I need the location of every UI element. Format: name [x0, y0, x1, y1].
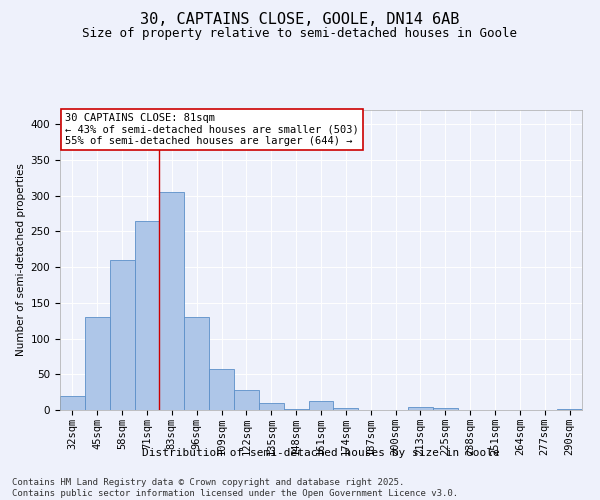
- Text: 30 CAPTAINS CLOSE: 81sqm
← 43% of semi-detached houses are smaller (503)
55% of : 30 CAPTAINS CLOSE: 81sqm ← 43% of semi-d…: [65, 113, 359, 146]
- Bar: [308, 400, 334, 410]
- Bar: [557, 408, 582, 410]
- Bar: [160, 192, 184, 410]
- Bar: [60, 396, 85, 410]
- Text: 30, CAPTAINS CLOSE, GOOLE, DN14 6AB: 30, CAPTAINS CLOSE, GOOLE, DN14 6AB: [140, 12, 460, 28]
- Bar: [284, 408, 308, 410]
- Text: Distribution of semi-detached houses by size in Goole: Distribution of semi-detached houses by …: [142, 448, 500, 458]
- Bar: [259, 403, 284, 410]
- Bar: [234, 390, 259, 410]
- Bar: [408, 407, 433, 410]
- Bar: [110, 260, 134, 410]
- Bar: [134, 220, 160, 410]
- Text: Size of property relative to semi-detached houses in Goole: Size of property relative to semi-detach…: [83, 28, 517, 40]
- Bar: [334, 408, 358, 410]
- Bar: [184, 317, 209, 410]
- Text: Contains HM Land Registry data © Crown copyright and database right 2025.
Contai: Contains HM Land Registry data © Crown c…: [12, 478, 458, 498]
- Bar: [433, 408, 458, 410]
- Bar: [85, 317, 110, 410]
- Bar: [209, 370, 234, 410]
- Y-axis label: Number of semi-detached properties: Number of semi-detached properties: [16, 164, 26, 356]
